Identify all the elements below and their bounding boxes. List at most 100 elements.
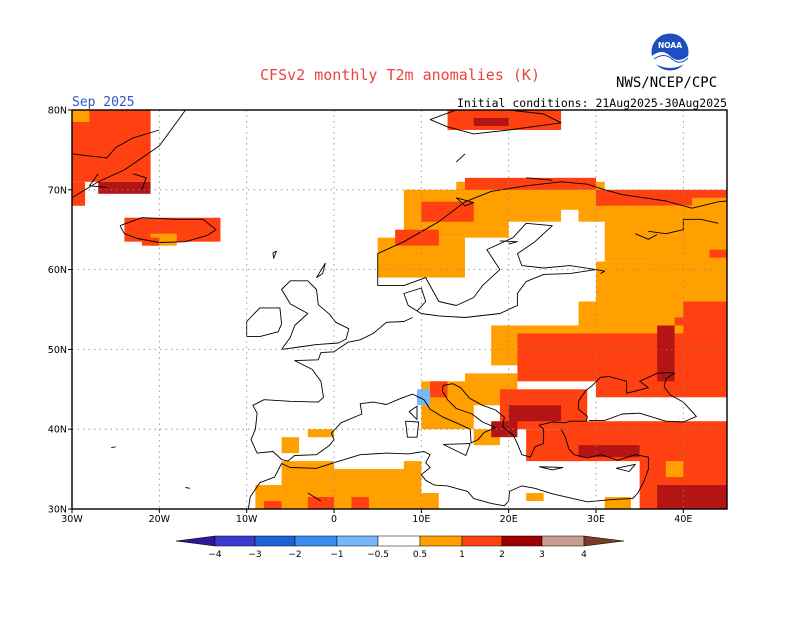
coastline — [560, 428, 649, 503]
anomaly-cell — [665, 461, 684, 478]
anomaly-cell — [596, 261, 727, 302]
anomaly-cell — [692, 197, 727, 222]
coastline — [539, 466, 564, 471]
latitude-label: 30N — [48, 505, 67, 516]
colorbar-box — [336, 535, 379, 547]
latitude-label: 70N — [48, 185, 67, 196]
anomaly-cell — [604, 497, 631, 509]
coastline — [111, 446, 116, 449]
coastline — [307, 492, 322, 502]
colorbar-label: −0.5 — [367, 550, 389, 560]
anomaly-cell — [395, 229, 439, 246]
anomaly-cell — [526, 493, 544, 502]
coastline — [595, 269, 606, 274]
anomaly-cell — [499, 205, 562, 222]
anomaly-cell — [307, 497, 334, 509]
anomaly-cell — [578, 445, 640, 458]
colorbar-box — [461, 535, 503, 547]
anomaly-cell — [508, 405, 562, 422]
anomaly-cell — [421, 493, 439, 509]
anomaly-cell — [307, 429, 334, 438]
gridlines — [72, 110, 727, 509]
anomaly-cell — [473, 117, 509, 126]
longitude-label: 20W — [149, 514, 171, 525]
forecast-month-label: Sep 2025 — [72, 95, 135, 110]
colorbar-labels: −4 −3 −2 −1 −0.5 0.5 1 2 3 4 — [208, 550, 587, 560]
coastline — [403, 269, 597, 318]
agency-label: NWS/NCEP/CPC — [616, 75, 718, 91]
colorbar-label: 1 — [459, 550, 465, 560]
anomaly-cell — [709, 249, 727, 258]
coastline — [89, 173, 107, 188]
coastline — [635, 233, 658, 240]
coastline — [72, 110, 186, 199]
coastline — [499, 240, 518, 245]
colorbar-label: 2 — [499, 550, 505, 560]
anomaly-cell — [351, 497, 369, 509]
coastline — [132, 173, 147, 190]
colorbar-box — [501, 535, 543, 547]
coastline — [119, 217, 217, 243]
anomaly-cells — [72, 110, 727, 509]
colorbar-label: −4 — [208, 550, 222, 560]
colorbar-label: 0.5 — [413, 550, 427, 560]
latitude-label: 40N — [48, 425, 67, 436]
coastline — [246, 307, 283, 338]
anomaly-cell — [674, 317, 697, 326]
noaa-logo: NOAA — [650, 32, 690, 72]
colorbar-right-arrow — [583, 535, 625, 547]
coastline — [615, 463, 636, 472]
latitude-labels: 80N 70N 60N 50N 40N 30N — [48, 106, 72, 516]
anomaly-cell — [264, 501, 282, 509]
longitude-label: 20E — [500, 514, 518, 525]
longitude-label: 10E — [412, 514, 430, 525]
coastline — [455, 197, 475, 207]
coastlines — [72, 110, 727, 509]
coastline — [429, 110, 562, 135]
anomaly-cell — [98, 181, 151, 194]
coastline — [526, 177, 553, 181]
colorbar-box — [294, 535, 338, 547]
anomaly-cell — [657, 485, 727, 509]
colorbar-label: 3 — [539, 550, 545, 560]
coastline — [377, 181, 727, 286]
noaa-logo-text: NOAA — [658, 41, 682, 50]
colorbar-box — [541, 535, 585, 547]
anomaly-cell — [421, 201, 474, 222]
coastline — [72, 129, 160, 159]
coastline — [316, 262, 326, 278]
anomaly-cell — [150, 233, 177, 246]
anomaly-cell — [657, 325, 675, 382]
longitude-label: 10W — [236, 514, 258, 525]
longitude-label: 40E — [674, 514, 692, 525]
coastline — [408, 405, 418, 420]
longitude-label: 0 — [331, 514, 337, 525]
latitude-label: 80N — [48, 106, 67, 117]
anomaly-cell — [416, 389, 431, 406]
anomaly-cell — [465, 177, 596, 190]
coastline — [648, 218, 719, 235]
longitude-labels: 30W 20W 10W 0 10E 20E 30E 40E — [61, 509, 692, 525]
colorbar-box — [214, 535, 256, 547]
colorbar-label: −1 — [330, 550, 343, 560]
latitude-label: 50N — [48, 345, 67, 356]
coastline — [247, 451, 588, 509]
coastline — [455, 153, 466, 163]
longitude-label: 30E — [587, 514, 605, 525]
coastline — [272, 250, 277, 259]
colorbar-label: −3 — [248, 550, 261, 560]
coastline — [405, 420, 420, 438]
map-frame — [71, 109, 728, 510]
coastline — [443, 443, 471, 456]
anomaly-cell — [141, 237, 160, 246]
longitude-label: 30W — [61, 514, 83, 525]
initial-conditions-label: Initial conditions: 21Aug2025-30Aug2025 — [456, 96, 727, 110]
colorbar-label: −2 — [288, 550, 301, 560]
coastline — [250, 317, 697, 462]
coastline — [281, 280, 350, 350]
colorbar-box — [419, 535, 463, 547]
colorbar-left-arrow — [175, 535, 216, 547]
coastline — [185, 487, 190, 489]
